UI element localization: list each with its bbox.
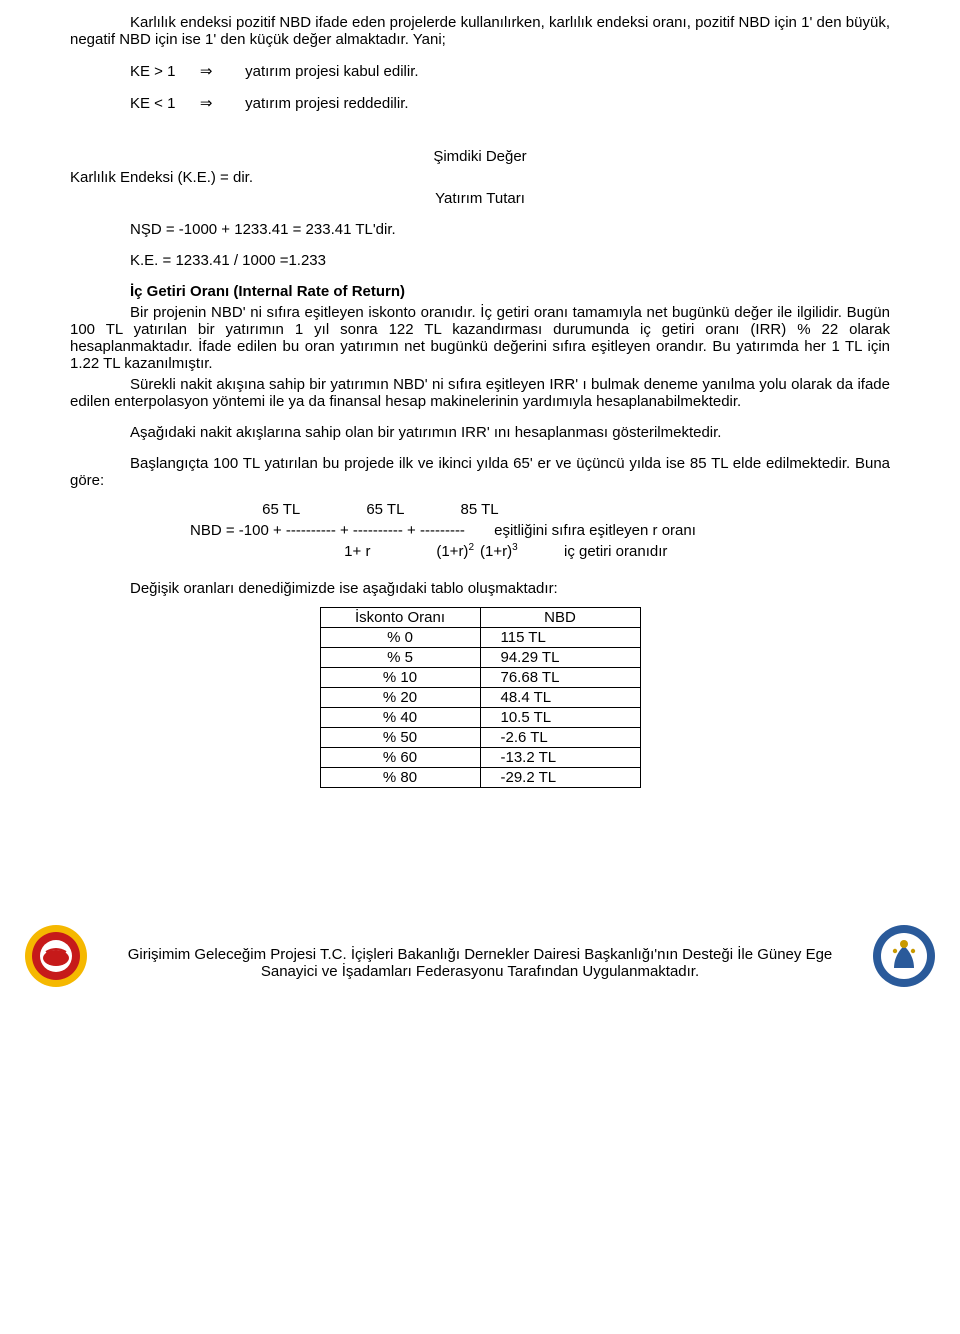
formula-denom-1: 1+ r	[344, 541, 432, 562]
condition-2: KE < 1 ⇒ yatırım projesi reddedilir.	[130, 94, 890, 112]
discount-rate-table: İskonto Oranı NBD % 0115 TL % 594.29 TL …	[320, 607, 641, 788]
formula-numerator-3: 85 TL	[461, 499, 499, 520]
table-row: % 594.29 TL	[320, 648, 640, 668]
formula-numerator-1: 65 TL	[262, 499, 362, 520]
table-header-2: NBD	[480, 608, 640, 628]
government-seal-left-icon	[24, 924, 88, 988]
ke-equation: Karlılık Endeksi (K.E.) = dir.	[70, 169, 890, 186]
organization-seal-right-icon	[872, 924, 936, 988]
formula-denom-2: (1+r)2	[436, 541, 474, 562]
ke-calculation: K.E. = 1233.41 / 1000 =1.233	[130, 252, 890, 269]
formula-line-2-post: eşitliğini sıfıra eşitleyen r oranı	[494, 522, 696, 539]
denominator-label: Yatırım Tutarı	[70, 190, 890, 207]
formula-denom-3: (1+r)3	[480, 541, 518, 562]
irr-paragraph-3: Aşağıdaki nakit akışlarına sahip olan bi…	[70, 424, 890, 441]
cond1-right: yatırım projesi kabul edilir.	[245, 63, 418, 80]
arrow-icon: ⇒	[192, 94, 220, 112]
condition-1: KE > 1 ⇒ yatırım projesi kabul edilir.	[130, 62, 890, 80]
irr-paragraph-1: Bir projenin NBD' ni sıfıra eşitleyen is…	[70, 304, 890, 372]
intro-paragraph: Karlılık endeksi pozitif NBD ifade eden …	[70, 14, 890, 48]
cond1-left: KE > 1	[130, 63, 175, 80]
table-header-row: İskonto Oranı NBD	[320, 608, 640, 628]
table-row: % 2048.4 TL	[320, 688, 640, 708]
table-row: % 60-13.2 TL	[320, 748, 640, 768]
table-row: % 1076.68 TL	[320, 668, 640, 688]
cond2-left: KE < 1	[130, 95, 175, 112]
formula-line-3-post: iç getiri oranıdır	[564, 541, 667, 562]
irr-paragraph-4: Başlangıçta 100 TL yatırılan bu projede …	[70, 455, 890, 489]
formula-line-2-pre: NBD = -100 + ---------- + ---------- + -…	[190, 522, 465, 539]
arrow-icon: ⇒	[192, 62, 220, 80]
nsd-calculation: NŞD = -1000 + 1233.41 = 233.41 TL'dir.	[130, 221, 890, 238]
page-footer: Girişimim Geleceğim Projesi T.C. İçişler…	[0, 928, 960, 994]
table-row: % 4010.5 TL	[320, 708, 640, 728]
table-row: % 80-29.2 TL	[320, 768, 640, 788]
table-intro: Değişik oranları denediğimizde ise aşağı…	[130, 580, 890, 597]
table-row: % 50-2.6 TL	[320, 728, 640, 748]
formula-numerator-2: 65 TL	[366, 499, 456, 520]
irr-heading: İç Getiri Oranı (Internal Rate of Return…	[130, 283, 890, 300]
irr-paragraph-2: Sürekli nakit akışına sahip bir yatırımı…	[70, 376, 890, 410]
footer-text: Girişimim Geleceğim Projesi T.C. İçişler…	[110, 946, 850, 980]
nbd-formula: 65 TL 65 TL 85 TL NBD = -100 + ---------…	[190, 499, 890, 562]
table-header-1: İskonto Oranı	[320, 608, 480, 628]
numerator-label: Şimdiki Değer	[70, 148, 890, 165]
cond2-right: yatırım projesi reddedilir.	[245, 95, 408, 112]
table-row: % 0115 TL	[320, 628, 640, 648]
